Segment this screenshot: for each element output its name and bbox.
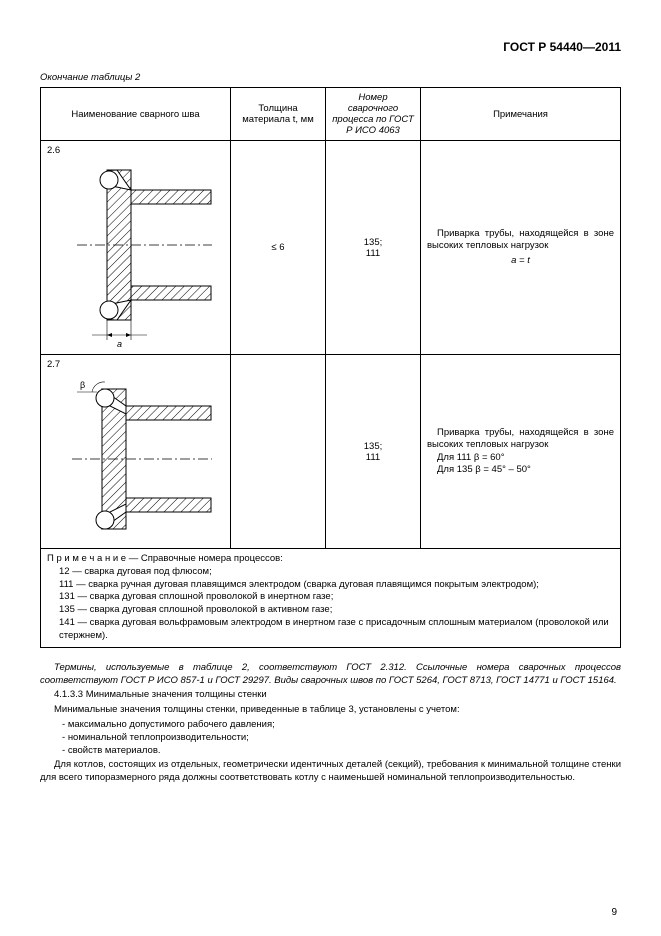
thickness-cell (231, 355, 326, 549)
table-caption: Окончание таблицы 2 (40, 72, 621, 83)
svg-text:β: β (80, 380, 85, 390)
body-list: максимально допустимого рабочего давлени… (40, 719, 621, 757)
table-footnote-row: П р и м е ч а н и е — Справочные номера … (41, 549, 621, 648)
table-header-row: Наименование сварного шва Толщина матери… (41, 88, 621, 141)
notes-cell: Приварка трубы, находящейся в зоне высок… (421, 355, 621, 549)
row-number: 2.7 (47, 359, 224, 370)
body-p2: 4.1.3.3 Минимальные значения толщины сте… (40, 689, 621, 702)
weld-diagram-26: a (47, 160, 217, 350)
page-number: 9 (611, 907, 617, 918)
thickness-cell: ≤ 6 (231, 141, 326, 355)
weld-table: Наименование сварного шва Толщина матери… (40, 87, 621, 648)
list-item: свойств материалов. (62, 745, 621, 758)
th-process: Номер сварочного процесса по ГОСТ Р ИСО … (326, 88, 421, 141)
diagram-cell-27: 2.7 (41, 355, 231, 549)
weld-diagram-27: β (47, 374, 217, 544)
document-title: ГОСТ Р 54440—2011 (40, 40, 621, 54)
process-cell: 135; 111 (326, 355, 421, 549)
page: ГОСТ Р 54440—2011 Окончание таблицы 2 На… (0, 0, 661, 936)
list-item: номинальной теплопроизводительности; (62, 732, 621, 745)
th-name: Наименование сварного шва (41, 88, 231, 141)
footnote-cell: П р и м е ч а н и е — Справочные номера … (41, 549, 621, 648)
row-number: 2.6 (47, 145, 224, 156)
process-cell: 135; 111 (326, 141, 421, 355)
list-item: максимально допустимого рабочего давлени… (62, 719, 621, 732)
body-p1: Термины, используемые в таблице 2, соотв… (40, 662, 621, 688)
th-thickness: Толщина материала t, мм (231, 88, 326, 141)
body-p3: Минимальные значения толщины стенки, при… (40, 704, 621, 717)
th-notes: Примечания (421, 88, 621, 141)
diagram-cell-26: 2.6 (41, 141, 231, 355)
svg-text:a: a (117, 339, 122, 349)
table-row: 2.7 (41, 355, 621, 549)
table-row: 2.6 (41, 141, 621, 355)
body-text: Термины, используемые в таблице 2, соотв… (40, 662, 621, 785)
body-p4: Для котлов, состоящих из отдельных, геом… (40, 759, 621, 785)
notes-cell: Приварка трубы, находящейся в зоне высок… (421, 141, 621, 355)
